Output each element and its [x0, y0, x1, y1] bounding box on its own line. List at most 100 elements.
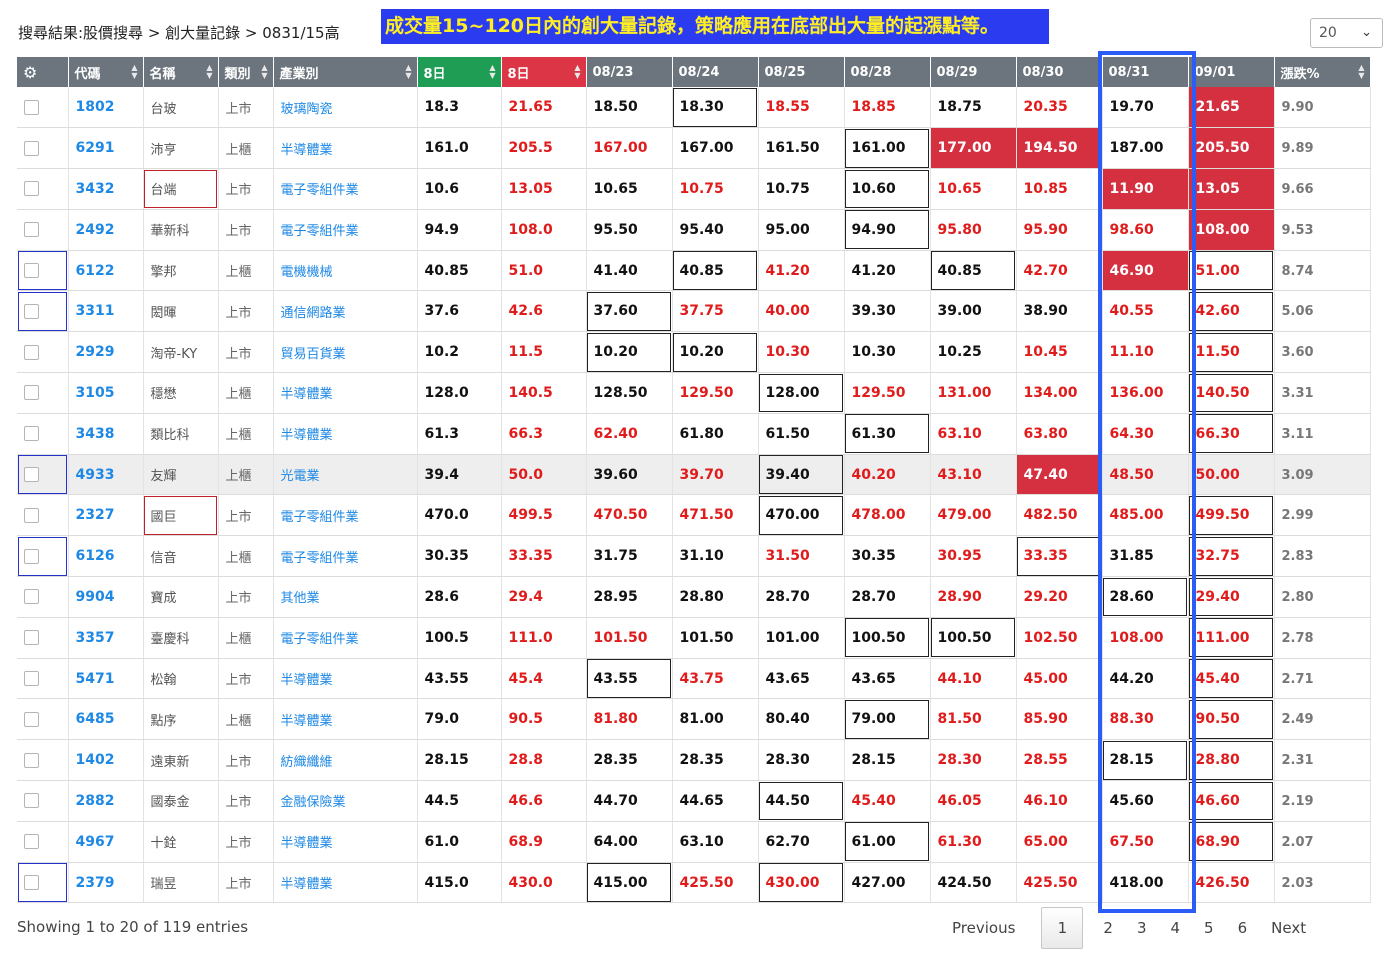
row-select-cell[interactable]: [17, 168, 69, 210]
row-checkbox[interactable]: [24, 467, 39, 483]
table-row[interactable]: 2492 華新科 上市 電子零組件業 94.9 108.0 95.50 95.40 95.00 9…: [17, 209, 1371, 251]
industry-link[interactable]: 半導體業: [273, 372, 418, 414]
col-date-8[interactable]: 09/01: [1188, 57, 1275, 87]
row-checkbox[interactable]: [24, 344, 39, 360]
table-row[interactable]: 6122 擎邦 上櫃 電機機械 40.85 51.0 41.40 40.85 41.20 41.2…: [17, 250, 1371, 292]
previous-button[interactable]: Previous: [952, 919, 1016, 937]
page-size-select[interactable]: 20 ⌄: [1310, 18, 1383, 48]
col-name[interactable]: 名稱 ▲ ▼: [143, 57, 219, 87]
industry-link[interactable]: 電子零組件業: [273, 209, 418, 251]
col-8day-high[interactable]: 8日 ▲ ▼: [501, 57, 587, 87]
industry-link[interactable]: 其他業: [273, 576, 418, 618]
industry-link[interactable]: 半導體業: [273, 698, 418, 741]
industry-link[interactable]: 電子零組件業: [273, 617, 418, 659]
row-select-cell[interactable]: [17, 209, 69, 251]
row-checkbox[interactable]: [24, 303, 39, 319]
industry-link[interactable]: 玻璃陶瓷: [273, 87, 418, 129]
stock-code-link[interactable]: 4933: [68, 454, 144, 496]
industry-link[interactable]: 貿易百貨業: [273, 331, 418, 374]
table-row[interactable]: 2882 國泰金 上市 金融保險業 44.5 46.6 44.70 44.65 44.50 45.…: [17, 780, 1371, 822]
stock-code-link[interactable]: 2327: [68, 494, 144, 537]
stock-code-link[interactable]: 2882: [68, 780, 144, 822]
table-row[interactable]: 9904 寶成 上市 其他業 28.6 29.4 28.95 28.80 28.70 28.70 2…: [17, 576, 1371, 618]
industry-link[interactable]: 通信網路業: [273, 290, 418, 333]
col-market[interactable]: 類別 ▲ ▼: [218, 57, 274, 87]
row-select-cell[interactable]: [17, 127, 69, 170]
page-5-button[interactable]: 5: [1204, 919, 1214, 937]
stock-code-link[interactable]: 2379: [68, 862, 144, 904]
table-row[interactable]: 6485 點序 上櫃 半導體業 79.0 90.5 81.80 81.00 80.40 79.00…: [17, 698, 1371, 741]
page-3-button[interactable]: 3: [1136, 919, 1147, 937]
table-row[interactable]: 2929 淘帝-KY 上市 貿易百貨業 10.2 11.5 10.20 10.20 10.30 1…: [17, 331, 1371, 374]
row-select-cell[interactable]: [17, 535, 69, 578]
industry-link[interactable]: 半導體業: [273, 821, 418, 863]
col-date-7[interactable]: 08/31: [1102, 57, 1189, 87]
stock-code-link[interactable]: 3432: [68, 168, 144, 210]
industry-link[interactable]: 光電業: [273, 454, 418, 496]
table-row[interactable]: 4967 十銓 上市 半導體業 61.0 68.9 64.00 63.10 62.70 61.00…: [17, 821, 1371, 863]
row-select-cell[interactable]: [17, 250, 69, 292]
row-checkbox[interactable]: [24, 752, 39, 768]
col-industry[interactable]: 產業別 ▲ ▼: [273, 57, 418, 87]
row-select-cell[interactable]: [17, 331, 69, 374]
row-checkbox[interactable]: [24, 630, 39, 646]
settings-header[interactable]: ⚙: [17, 57, 69, 87]
col-date-6[interactable]: 08/30: [1016, 57, 1103, 87]
row-select-cell[interactable]: [17, 698, 69, 741]
row-checkbox[interactable]: [24, 140, 39, 156]
stock-code-link[interactable]: 6126: [68, 535, 144, 578]
row-select-cell[interactable]: [17, 454, 69, 496]
stock-code-link[interactable]: 1402: [68, 739, 144, 782]
col-change-pct[interactable]: 漲跌% ▲ ▼: [1274, 57, 1371, 87]
row-checkbox[interactable]: [24, 181, 39, 197]
col-date-2[interactable]: 08/24: [672, 57, 759, 87]
row-select-cell[interactable]: [17, 372, 69, 414]
row-checkbox[interactable]: [24, 589, 39, 605]
industry-link[interactable]: 金融保險業: [273, 780, 418, 822]
col-date-3[interactable]: 08/25: [758, 57, 845, 87]
table-row[interactable]: 3357 臺慶科 上櫃 電子零組件業 100.5 111.0 101.50 101.50 101…: [17, 617, 1371, 659]
table-row[interactable]: 3311 閎暉 上市 通信網路業 37.6 42.6 37.60 37.75 40.00 39.3…: [17, 290, 1371, 333]
page-6-button[interactable]: 6: [1237, 919, 1248, 937]
col-date-1[interactable]: 08/23: [586, 57, 673, 87]
row-checkbox[interactable]: [24, 263, 39, 279]
stock-code-link[interactable]: 6485: [68, 698, 144, 741]
row-select-cell[interactable]: [17, 87, 69, 129]
page-2-button[interactable]: 2: [1103, 919, 1113, 937]
row-checkbox[interactable]: [24, 385, 39, 401]
page-1-button[interactable]: 1: [1041, 907, 1084, 949]
row-checkbox[interactable]: [24, 793, 39, 809]
table-row[interactable]: 3432 台端 上市 電子零組件業 10.6 13.05 10.65 10.75 10.75 10…: [17, 168, 1371, 210]
stock-code-link[interactable]: 3438: [68, 413, 144, 455]
industry-link[interactable]: 半導體業: [273, 127, 418, 170]
row-checkbox[interactable]: [24, 99, 39, 115]
row-select-cell[interactable]: [17, 780, 69, 822]
stock-code-link[interactable]: 4967: [68, 821, 144, 863]
page-4-button[interactable]: 4: [1170, 919, 1181, 937]
industry-link[interactable]: 半導體業: [273, 862, 418, 904]
stock-code-link[interactable]: 3357: [68, 617, 144, 659]
row-select-cell[interactable]: [17, 290, 69, 333]
col-8day-low[interactable]: 8日 ▲ ▼: [417, 57, 502, 87]
row-checkbox[interactable]: [24, 222, 39, 238]
table-row[interactable]: 6126 信音 上櫃 電子零組件業 30.35 33.35 31.75 31.10 31.50 3…: [17, 535, 1371, 578]
row-checkbox[interactable]: [24, 507, 39, 523]
stock-code-link[interactable]: 1802: [68, 87, 144, 129]
row-select-cell[interactable]: [17, 658, 69, 700]
stock-code-link[interactable]: 6291: [68, 127, 144, 170]
row-checkbox[interactable]: [24, 671, 39, 687]
row-select-cell[interactable]: [17, 494, 69, 537]
row-select-cell[interactable]: [17, 617, 69, 659]
table-row[interactable]: 6291 沛亨 上櫃 半導體業 161.0 205.5 167.00 167.00 161.50…: [17, 127, 1371, 170]
row-select-cell[interactable]: [17, 739, 69, 782]
row-checkbox[interactable]: [24, 426, 39, 442]
row-select-cell[interactable]: [17, 413, 69, 455]
row-select-cell[interactable]: [17, 576, 69, 618]
stock-code-link[interactable]: 6122: [68, 250, 144, 292]
row-checkbox[interactable]: [24, 834, 39, 850]
next-button[interactable]: Next: [1271, 919, 1307, 937]
col-date-4[interactable]: 08/28: [844, 57, 931, 87]
row-checkbox[interactable]: [24, 548, 39, 564]
table-row[interactable]: 3438 類比科 上櫃 半導體業 61.3 66.3 62.40 61.80 61.50 61.3…: [17, 413, 1371, 455]
row-select-cell[interactable]: [17, 862, 69, 904]
